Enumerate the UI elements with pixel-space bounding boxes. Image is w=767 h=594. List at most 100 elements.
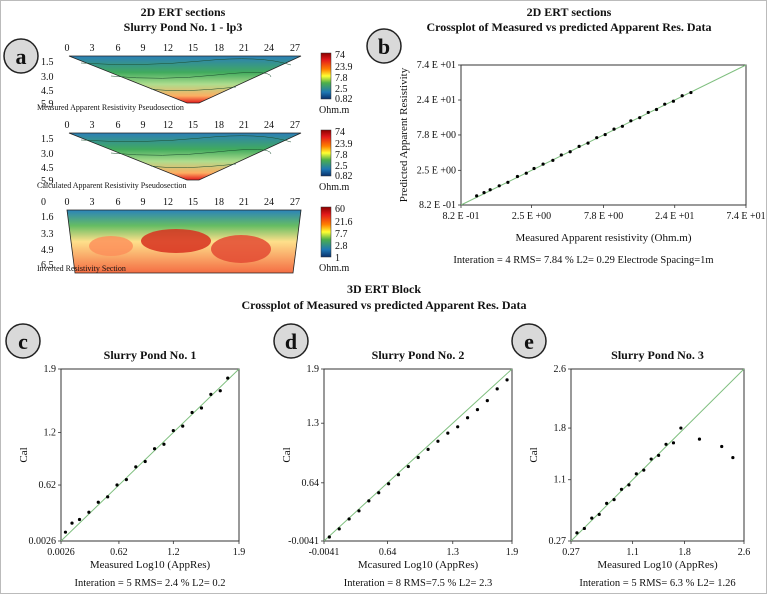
- scale-value: 74: [335, 50, 345, 61]
- section-caption: Inverted Resistivity Section: [37, 264, 126, 273]
- data-point: [586, 141, 590, 145]
- x-tick-label: 2.6: [738, 547, 751, 558]
- panel-badge-d: d: [273, 323, 309, 359]
- y-tick-label: 7.4 E +01: [417, 60, 456, 71]
- x-tick: 0: [65, 197, 70, 208]
- data-point: [679, 426, 683, 430]
- data-point: [541, 162, 545, 166]
- data-point: [612, 498, 616, 502]
- depth-tick: 1.5: [41, 57, 54, 68]
- scale-value: 21.6: [335, 217, 353, 228]
- x-tick: 9: [141, 120, 146, 131]
- data-point: [638, 116, 642, 120]
- data-point: [488, 188, 492, 192]
- panel-letter-b: b: [378, 34, 390, 59]
- high-resistivity-zone: [89, 236, 133, 256]
- pseudosection-calculated-shape: [68, 132, 302, 181]
- identity-line: [460, 64, 747, 206]
- header-3d-line1: 3D ERT Block: [347, 282, 421, 296]
- data-point: [634, 472, 638, 476]
- x-tick-label: 7.8 E +00: [584, 211, 623, 222]
- depth-tick: 3.0: [41, 149, 54, 160]
- depth-tick: 4.5: [41, 86, 54, 97]
- section-inverted: 0 3 6 9 12 15 18 21 24 27 0 1.6 3.3 4.9 …: [37, 197, 353, 274]
- y-tick-label: 1.9: [307, 364, 320, 375]
- data-point: [568, 150, 572, 154]
- data-point: [386, 482, 391, 486]
- data-point: [577, 144, 581, 148]
- scale-unit: Ohm.m: [319, 263, 350, 274]
- data-point: [143, 459, 147, 464]
- data-point: [485, 399, 489, 403]
- depth-tick: 4.9: [41, 245, 54, 256]
- pseudosection-measured-shape: [68, 55, 302, 104]
- scale-value: 0.82: [335, 171, 353, 182]
- x-tick: 18: [214, 197, 224, 208]
- x-tick: 27: [290, 120, 300, 131]
- data-point: [559, 153, 563, 157]
- color-scale: [320, 52, 332, 100]
- data-point: [612, 127, 616, 131]
- x-tick: 21: [239, 120, 249, 131]
- x-tick: 18: [214, 120, 224, 131]
- color-scale: [320, 129, 332, 177]
- depth-tick: 3.3: [41, 229, 54, 240]
- data-point: [597, 512, 601, 517]
- data-point: [482, 191, 486, 195]
- data-point: [152, 447, 157, 451]
- data-point: [551, 158, 555, 162]
- data-point: [582, 526, 586, 531]
- scale-value: 1: [335, 253, 340, 264]
- crossplot-pond3-chart: Slurry Pond No. 3 0.27 1.1 1.8 2.6 0.27 1.1 1.8…: [528, 348, 750, 589]
- data-point: [619, 487, 624, 491]
- x-tick: 24: [264, 43, 274, 54]
- plot-frame: [323, 368, 513, 542]
- data-point: [357, 509, 361, 513]
- chart-caption: Interation = 5 RMS= 2.4 % L2= 0.2: [74, 578, 225, 589]
- color-scale: [320, 206, 332, 258]
- data-point: [70, 521, 74, 525]
- x-tick: 24: [264, 120, 274, 131]
- data-point: [87, 510, 91, 514]
- depth-tick: 5.9: [41, 176, 54, 187]
- y-tick-label: 7.8 E +00: [417, 130, 456, 141]
- y-tick-label: 1.3: [307, 418, 320, 429]
- y-tick-label: -0.0041: [288, 536, 319, 547]
- x-tick: 6: [116, 43, 121, 54]
- chart-title: Slurry Pond No. 3: [611, 348, 704, 362]
- x-tick-label: 0.0026: [47, 547, 75, 558]
- section-measured: 0 3 6 9 12 15 18 21 24 27 1.5 3.0 4.5 5.…: [37, 43, 353, 116]
- x-tick: 21: [239, 43, 249, 54]
- chart-caption: Interation = 5 RMS= 6.3 % L2= 1.26: [579, 578, 735, 589]
- data-point: [456, 425, 460, 429]
- y-tick-label: 0.0026: [29, 536, 57, 547]
- identity-line: [323, 368, 513, 542]
- y-tick-label: 2.6: [554, 364, 567, 375]
- data-point: [171, 429, 175, 433]
- section-calculated: 0 3 6 9 12 15 18 21 24 27 1.5 3.0 4.5 5.…: [37, 120, 353, 193]
- data-point: [96, 500, 100, 504]
- x-tick: 6: [116, 197, 121, 208]
- x-tick: 3: [90, 197, 95, 208]
- x-tick: 0: [65, 43, 70, 54]
- scale-value: 0.82: [335, 94, 353, 105]
- section-measured-depth: 1.5 3.0 4.5 5.9: [41, 57, 54, 110]
- section-caption: Calculated Apparent Resistivity Pseudose…: [37, 181, 187, 190]
- contour-line: [150, 163, 237, 168]
- depth-tick: 6.5: [41, 260, 54, 271]
- scale-value: 2.5: [335, 84, 348, 95]
- x-tick: 15: [188, 120, 198, 131]
- x-tick-label: 0.64: [379, 547, 397, 558]
- x-tick: 3: [90, 43, 95, 54]
- panel-badge-e: e: [511, 323, 547, 359]
- data-point: [664, 442, 668, 446]
- x-tick: 18: [214, 43, 224, 54]
- chart-caption: Interation = 4 RMS= 7.84 % L2= 0.29 Elec…: [453, 255, 713, 266]
- x-tick: 0: [65, 120, 70, 131]
- depth-tick: 1.5: [41, 134, 54, 145]
- crossplot-pond1-chart: Slurry Pond No. 1 0.0026 0.62 1.2 1.9 0.0026 0…: [18, 348, 245, 589]
- data-point: [465, 416, 470, 420]
- data-point: [63, 530, 68, 534]
- x-tick: 9: [141, 43, 146, 54]
